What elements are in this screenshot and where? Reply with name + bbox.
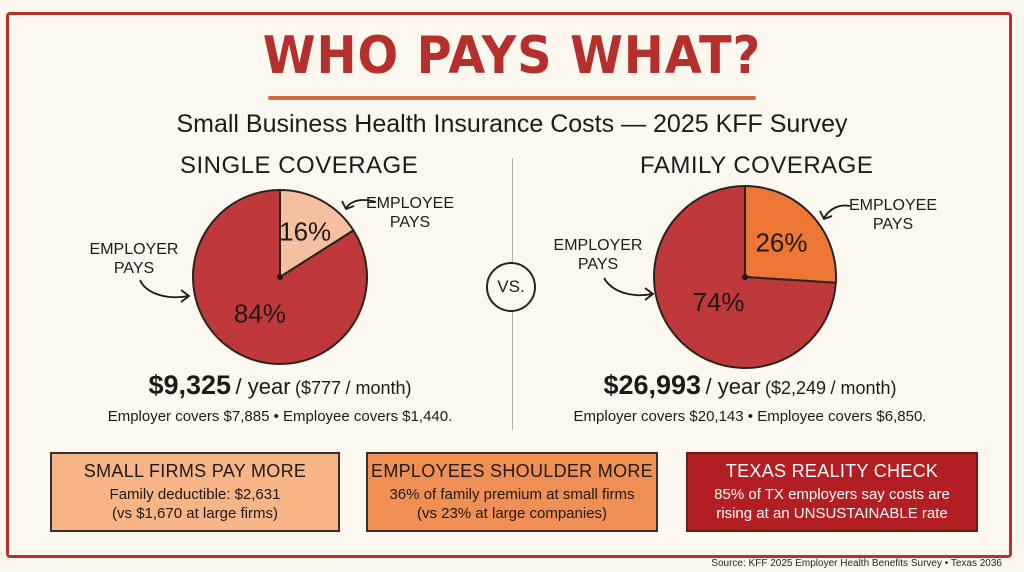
single-employee-arrow (345, 199, 377, 209)
family-coverage-title: FAMILY COVERAGE (640, 152, 874, 179)
family-annual-cost: $26,993 (603, 370, 702, 400)
pie-slice-label: 26% (755, 228, 807, 258)
family-employer-label: EMPLOYER PAYS (553, 237, 643, 273)
single-monthly-cost: $777 (301, 378, 342, 398)
family-employee-label: EMPLOYEE PAYS (848, 197, 938, 233)
page-title: WHO PAYS WHAT? (262, 26, 762, 86)
family-employer-arrow (603, 277, 653, 297)
pie-center-dot (277, 274, 283, 280)
single-employee-arrowhead (341, 200, 355, 211)
callout-line: 85% of TX employers say costs are (714, 486, 950, 503)
family-employee-arrowhead (819, 210, 833, 221)
pie-slice-label: 74% (692, 287, 744, 317)
source-note: Source: KFF 2025 Employer Health Benefit… (711, 558, 1002, 569)
callout-title: SMALL FIRMS PAY MORE (83, 461, 307, 481)
single-coverage-title: SINGLE COVERAGE (180, 152, 419, 179)
family-employer-arrowhead (644, 287, 655, 301)
single-employer-arrowhead (180, 289, 191, 303)
employees-shoulder-callout: EMPLOYEES SHOULDER MORE 36% of family pr… (366, 452, 658, 532)
single-annual-unit: / year (235, 374, 291, 399)
page-subtitle: Small Business Health Insurance Costs — … (176, 110, 848, 138)
pie-slice-label: 16% (279, 216, 331, 246)
single-coverage-pie: 16% 84% (192, 188, 368, 365)
single-cost-line: $9,325 / year ($777 / month) (148, 370, 412, 400)
family-monthly-cost: $2,249 (771, 378, 827, 398)
family-split-text: Employer covers $20,143 • Employee cover… (573, 408, 927, 425)
family-employee-arrow (823, 204, 851, 219)
pie-center-dot (742, 274, 748, 280)
pie-slice (279, 188, 355, 279)
pie-slice (744, 184, 837, 284)
callout-line: Family deductible: $2,631 (109, 486, 281, 503)
callout-line: (vs $1,670 at large firms) (112, 505, 278, 522)
title-underline (268, 96, 756, 100)
family-coverage-pie: 26% 74% (653, 184, 837, 369)
single-monthly-unit: / month (345, 378, 406, 398)
callout-line: (vs 23% at large companies) (416, 505, 608, 522)
single-employee-label: EMPLOYEE PAYS (365, 195, 455, 231)
family-annual-unit: / year (705, 374, 761, 399)
single-split-text: Employer covers $7,885 • Employee covers… (107, 408, 453, 425)
callout-title: EMPLOYEES SHOULDER MORE (371, 461, 653, 481)
family-monthly-unit: / month (830, 378, 891, 398)
pie-slice-label: 84% (234, 299, 286, 329)
texas-reality-callout: TEXAS REALITY CHECK 85% of TX employers … (686, 452, 978, 532)
callout-title: TEXAS REALITY CHECK (725, 461, 939, 481)
callout-line: rising at an UNSUSTAINABLE rate (716, 505, 948, 522)
small-firms-callout: SMALL FIRMS PAY MORE Family deductible: … (50, 452, 340, 532)
vs-label: VS. (497, 277, 525, 296)
callout-line: 36% of family premium at small firms (389, 486, 635, 503)
single-annual-cost: $9,325 (148, 370, 232, 400)
family-cost-line: $26,993 / year ($2,249 / month) (603, 370, 897, 400)
single-employer-arrow (139, 279, 189, 299)
vs-badge: VS. (486, 262, 536, 312)
single-employer-label: EMPLOYER PAYS (89, 241, 179, 277)
